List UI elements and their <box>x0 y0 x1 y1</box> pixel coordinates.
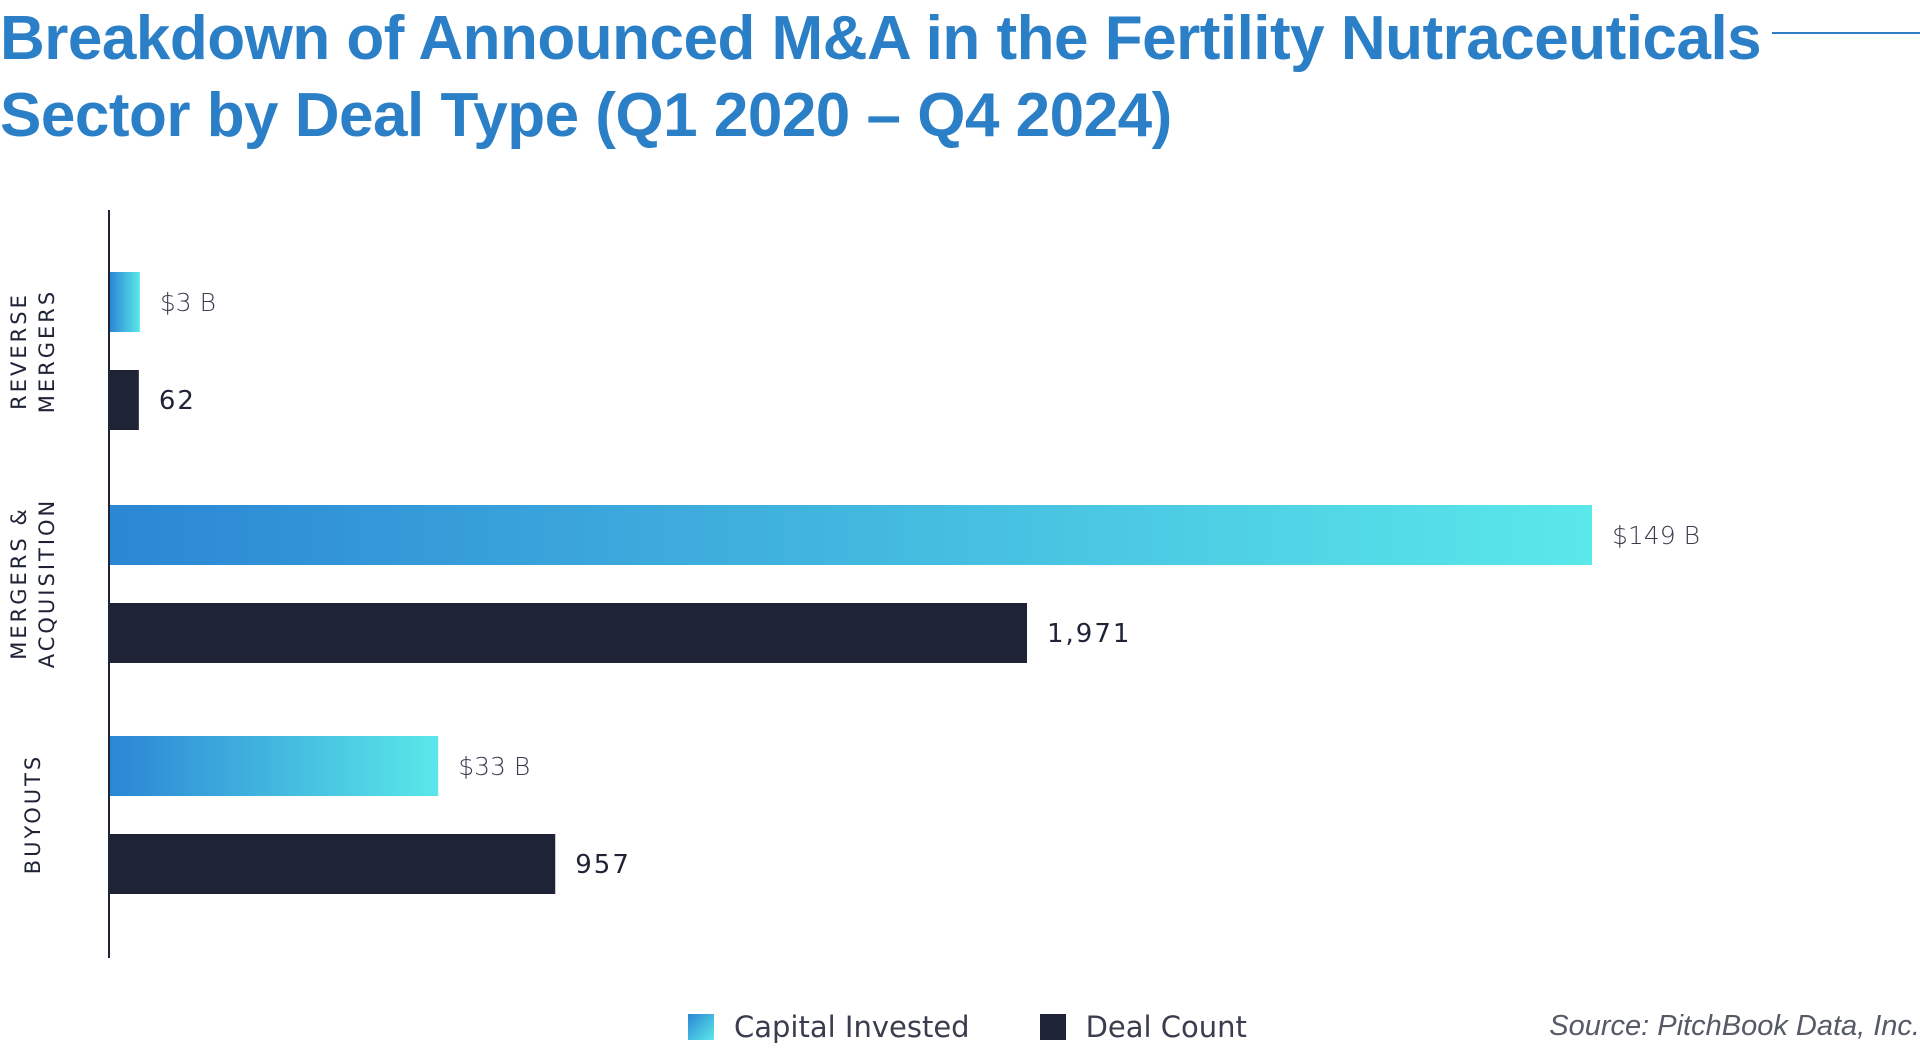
legend: Capital Invested Deal Count <box>688 1010 1317 1044</box>
bar-capital-2 <box>110 736 439 796</box>
category-label-1: MERGERS & ACQUISITION <box>7 498 59 669</box>
bar-capital-1 <box>110 505 1592 565</box>
source-note: Source: PitchBook Data, Inc. <box>1549 1010 1920 1042</box>
legend-label-count: Deal Count <box>1085 1010 1247 1044</box>
bar-count-2 <box>110 834 556 894</box>
label-capital-0: $3 B <box>160 288 216 317</box>
category-label-0: REVERSE MERGERS <box>7 289 59 413</box>
legend-swatch-capital <box>688 1014 714 1040</box>
legend-swatch-count <box>1039 1014 1066 1040</box>
title-rule <box>1772 32 1920 34</box>
label-capital-1: $149 B <box>1612 521 1700 550</box>
legend-item-count: Deal Count <box>1039 1010 1247 1044</box>
bar-count-1 <box>110 603 1027 663</box>
legend-label-capital: Capital Invested <box>734 1010 970 1044</box>
bar-count-0 <box>110 370 139 430</box>
chart-title-line-1: Breakdown of Announced M&A in the Fertil… <box>0 4 1762 73</box>
chart-title-line-2: Sector by Deal Type (Q1 2020 – Q4 2024) <box>0 81 1172 150</box>
legend-item-capital: Capital Invested <box>688 1010 970 1044</box>
chart-title: Breakdown of Announced M&A in the Fertil… <box>0 0 1762 154</box>
label-count-1: 1,971 <box>1047 619 1131 649</box>
bar-capital-0 <box>110 272 140 332</box>
label-count-0: 62 <box>159 386 196 416</box>
label-capital-2: $33 B <box>458 752 530 781</box>
label-count-2: 957 <box>575 850 631 880</box>
bar-chart: $3 B 62 REVERSE MERGERS $149 B 1,971 MERGERS &… <box>7 210 1700 958</box>
category-label-2: BUYOUTS <box>21 754 45 875</box>
